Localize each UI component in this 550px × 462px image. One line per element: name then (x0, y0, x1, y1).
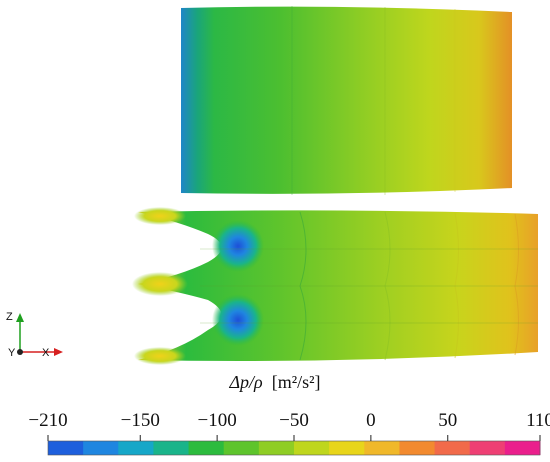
colorbar-tick-label: 50 (438, 410, 458, 431)
colorbar-tick-label: −150 (120, 410, 160, 431)
colorbar-title-unit: [m²/s²] (271, 372, 321, 392)
colorbar-tick-label: −100 (197, 410, 237, 431)
colorbar-segment (364, 441, 400, 455)
axis-triad: Z X Y (6, 311, 63, 359)
colorbar-tick-label: −50 (279, 410, 309, 431)
colorbar-segment (294, 441, 330, 455)
colorbar-segment (434, 441, 471, 455)
colorbar-segment (118, 441, 154, 455)
colorbar-tick-label: 0 (366, 410, 376, 431)
colorbar-segment (223, 441, 260, 455)
colorbar-segment (399, 441, 436, 455)
colorbar-segment (83, 441, 119, 455)
colorbar-title-symbol: Δp/ρ (229, 372, 263, 392)
colorbar-title: Δp/ρ [m²/s²] (0, 372, 550, 393)
colorbar-segment (504, 441, 541, 455)
colorbar-segment (153, 441, 190, 455)
colorbar-segment (258, 441, 295, 455)
lower-pressure-surface (132, 207, 538, 365)
colorbar-tick-label: −210 (28, 410, 68, 431)
colorbar-segment (48, 441, 84, 455)
colorbar-tick-label: 110 (526, 410, 550, 431)
x-axis-label: X (42, 347, 50, 359)
colorbar-segment (188, 441, 225, 455)
colorbar-segment (329, 441, 365, 455)
z-axis-label: Z (6, 311, 13, 323)
upper-pressure-surface (181, 6, 512, 195)
colorbar-segment (469, 441, 506, 455)
y-axis-label: Y (8, 347, 16, 359)
colorbar (47, 435, 541, 456)
